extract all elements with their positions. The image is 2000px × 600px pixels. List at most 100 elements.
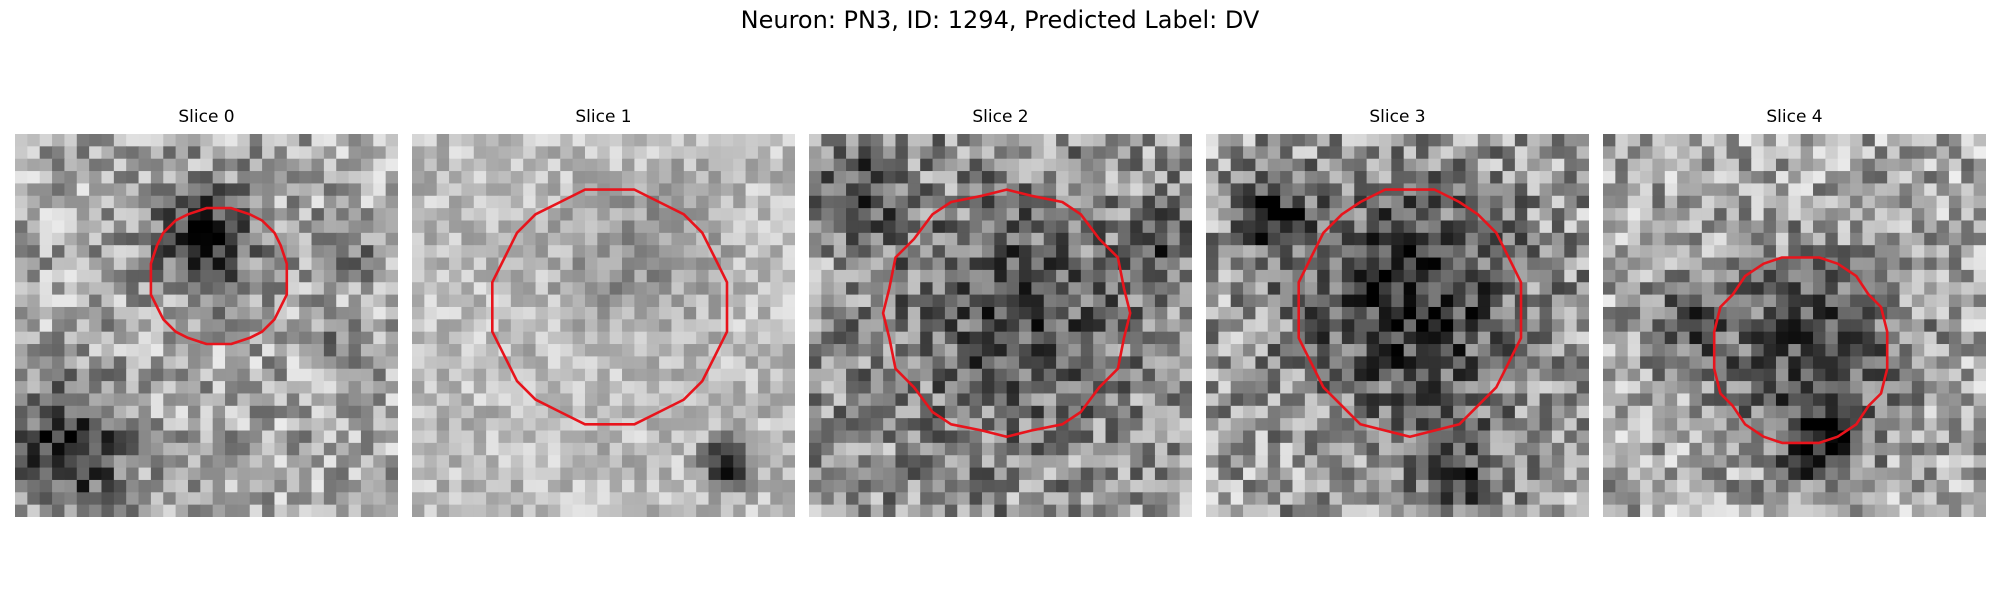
image-pixel [1974,480,1986,493]
image-pixel [163,159,176,172]
image-pixel [1490,196,1503,209]
image-pixel [1540,245,1553,258]
image-pixel [114,295,127,308]
image-pixel [1093,369,1106,382]
image-pixel [1155,431,1168,444]
image-pixel [1615,480,1628,493]
image-pixel [151,393,164,406]
image-pixel [970,431,983,444]
image-pixel [1007,159,1020,172]
image-pixel [1900,134,1913,147]
image-pixel [1702,208,1715,221]
image-pixel [126,344,139,357]
image-pixel [237,159,250,172]
image-pixel [1155,455,1168,468]
image-pixel [126,393,139,406]
image-pixel [523,480,536,493]
image-pixel [1255,369,1268,382]
image-pixel [1354,319,1367,332]
image-pixel [1167,307,1180,320]
image-pixel [1453,480,1466,493]
image-pixel [1764,455,1777,468]
image-pixel [1218,171,1231,184]
image-pixel [114,282,127,295]
image-pixel [1552,270,1565,283]
image-pixel [1155,356,1168,369]
image-pixel [1540,344,1553,357]
image-pixel [721,455,734,468]
image-pixel [1305,480,1318,493]
image-pixel [883,468,896,481]
image-pixel [312,196,325,209]
image-pixel [373,356,386,369]
image-pixel [349,295,362,308]
image-pixel [1552,159,1565,172]
image-pixel [64,418,77,431]
image-pixel [758,134,771,147]
image-pixel [597,468,610,481]
image-pixel [1640,196,1653,209]
image-pixel [1640,356,1653,369]
image-pixel [1949,492,1962,505]
image-pixel [412,208,425,221]
image-pixel [858,258,871,271]
image-pixel [1652,245,1665,258]
image-pixel [1268,307,1281,320]
image-pixel [200,418,213,431]
image-pixel [659,319,672,332]
image-pixel [262,418,275,431]
image-pixel [386,220,398,233]
image-pixel [200,270,213,283]
image-pixel [945,443,958,456]
image-pixel [1031,270,1044,283]
image-pixel [1603,332,1616,345]
image-pixel [871,344,884,357]
image-pixel [933,431,946,444]
image-pixel [1503,418,1516,431]
image-pixel [1850,159,1863,172]
image-pixel [994,369,1007,382]
image-pixel [1540,146,1553,159]
image-pixel [1031,492,1044,505]
image-pixel [27,220,40,233]
image-pixel [1441,282,1454,295]
image-pixel [64,505,77,517]
image-pixel [1292,455,1305,468]
image-pixel [1465,183,1478,196]
image-pixel [1739,468,1752,481]
image-pixel [746,171,759,184]
image-pixel [1317,443,1330,456]
image-pixel [1640,381,1653,394]
image-pixel [908,492,921,505]
image-pixel [1243,505,1256,517]
image-pixel [1949,431,1962,444]
image-pixel [461,307,474,320]
image-pixel [622,134,635,147]
slice-image [1206,134,1589,517]
image-pixel [1813,208,1826,221]
image-pixel [1949,393,1962,406]
image-pixel [1206,381,1219,394]
image-pixel [237,171,250,184]
image-pixel [1143,183,1156,196]
image-pixel [126,233,139,246]
image-pixel [895,307,908,320]
image-pixel [1503,468,1516,481]
image-pixel [1677,319,1690,332]
image-pixel [424,319,437,332]
image-pixel [1118,159,1131,172]
image-pixel [1515,245,1528,258]
image-pixel [1640,171,1653,184]
image-pixel [176,295,189,308]
image-pixel [758,307,771,320]
image-pixel [262,468,275,481]
image-pixel [1875,159,1888,172]
image-pixel [151,443,164,456]
image-pixel [1875,183,1888,196]
image-pixel [1825,369,1838,382]
image-pixel [1776,356,1789,369]
image-pixel [163,146,176,159]
image-pixel [1961,208,1974,221]
image-pixel [696,455,709,468]
image-pixel [1268,295,1281,308]
